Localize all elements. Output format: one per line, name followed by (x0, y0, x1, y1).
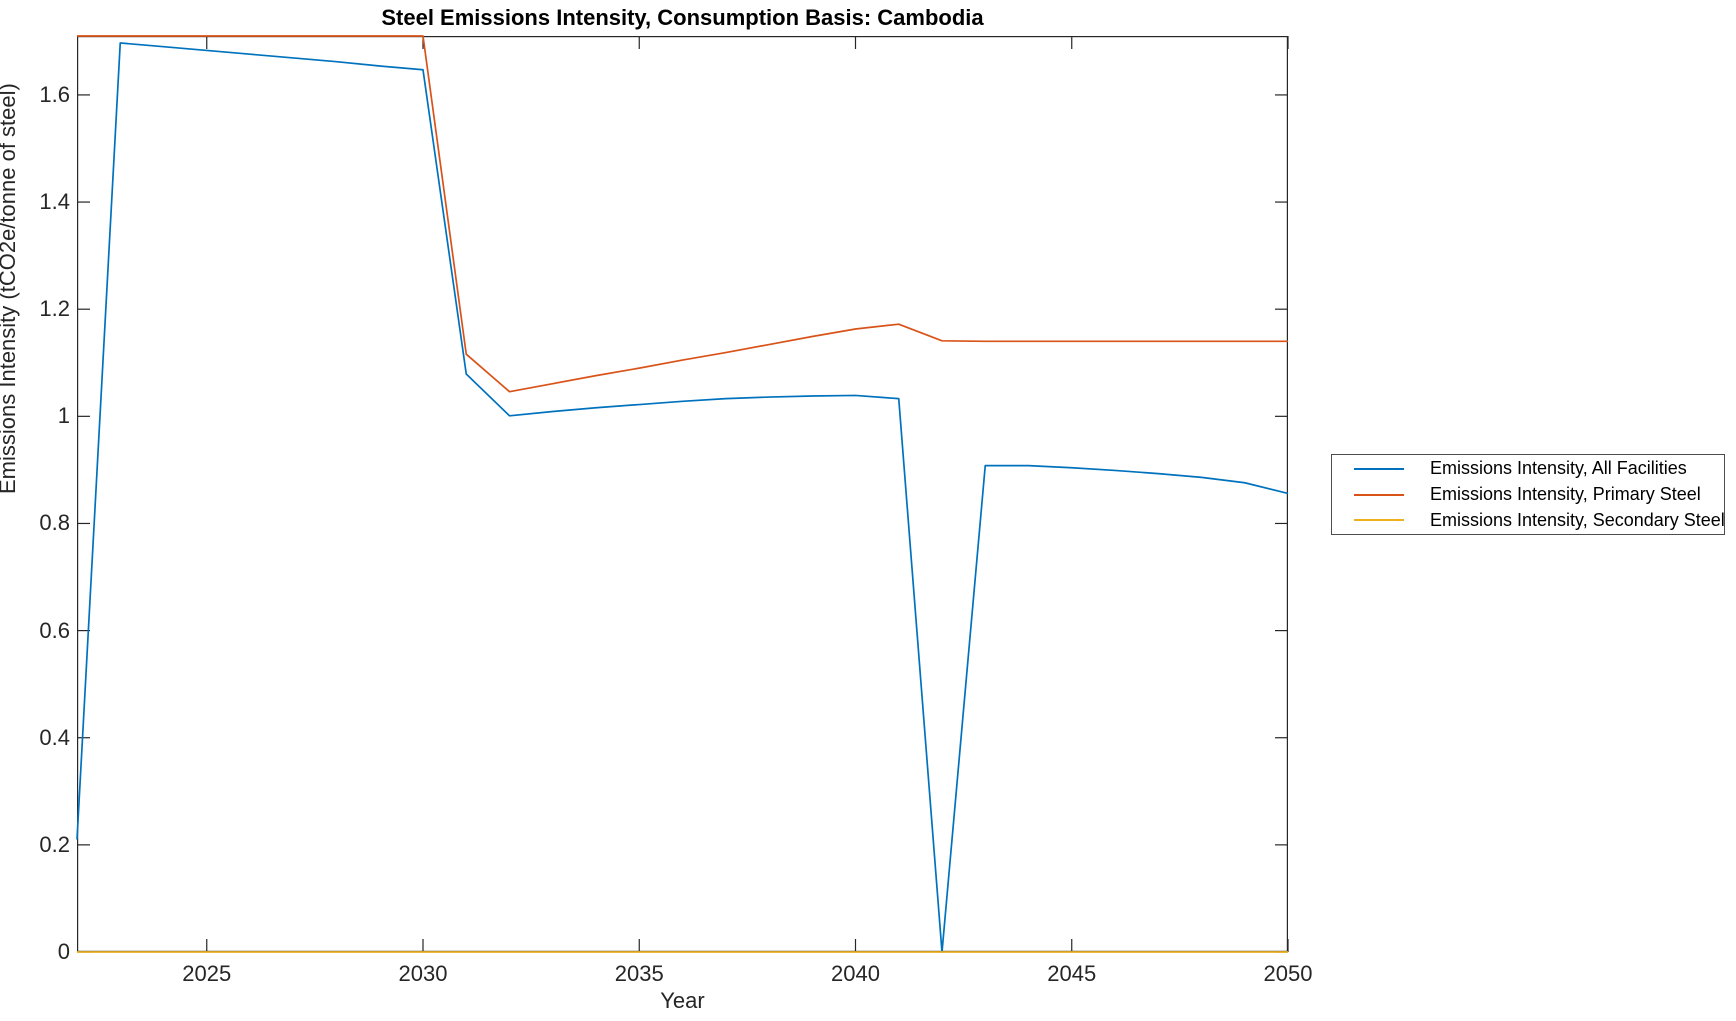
legend-label: Emissions Intensity, Primary Steel (1430, 484, 1701, 504)
x-tick-label: 2050 (1263, 961, 1313, 986)
legend: Emissions Intensity, All Facilities Emis… (1331, 454, 1725, 535)
y-tick-label: 0 (57, 939, 70, 964)
legend-label: Emissions Intensity, Secondary Steel (1430, 509, 1725, 530)
chart-title: Steel Emissions Intensity, Consumption B… (381, 5, 984, 30)
y-tick-label: 0.2 (39, 831, 70, 857)
series-line-emissions-intensity-primary-steel (77, 35, 1288, 393)
legend-line-swatch-primary-steel (1354, 493, 1404, 496)
y-tick-label: 1 (57, 403, 70, 429)
axes-box (77, 36, 1289, 952)
y-tick-label: 1.2 (39, 296, 70, 322)
legend-label: Emissions Intensity, All Facilities (1430, 458, 1687, 479)
legend-line-swatch-all-facilities (1354, 467, 1404, 470)
legend-item: Emissions Intensity, Primary Steel (1332, 483, 1724, 507)
series-line-emissions-intensity-all-facilities (76, 42, 1289, 953)
x-axis-label: Year (660, 988, 705, 1013)
x-tick-label: 2035 (614, 961, 664, 986)
y-tick-label: 0.6 (39, 617, 70, 643)
y-tick-label: 0.4 (39, 724, 70, 750)
x-tick-label: 2040 (831, 961, 880, 986)
legend-item: Emissions Intensity, All Facilities (1332, 457, 1724, 481)
legend-line-swatch-secondary-steel (1354, 519, 1404, 522)
y-tick-label: 1.4 (39, 189, 70, 215)
y-tick-label: 0.8 (39, 510, 70, 536)
x-tick-label: 2025 (182, 961, 232, 986)
legend-item: Emissions Intensity, Secondary Steel (1332, 508, 1725, 532)
x-tick-label: 2045 (1047, 961, 1097, 986)
plot-area (76, 35, 1289, 953)
y-tick-label: 1.6 (39, 81, 70, 107)
y-axis-label: Emissions Intensity (tCO2e/tonne of stee… (0, 83, 20, 494)
x-tick-label: 2030 (398, 961, 448, 986)
